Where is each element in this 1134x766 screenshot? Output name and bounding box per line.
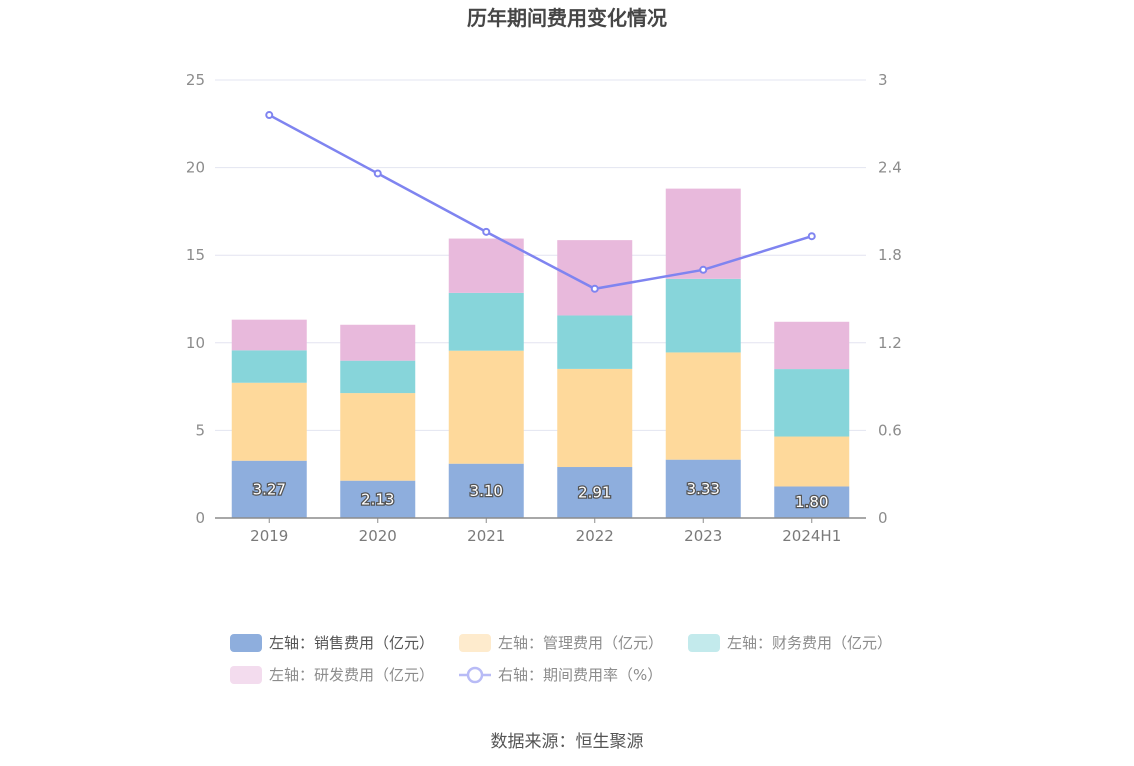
legend-rate[interactable]: 右轴：期间费用率（%）: [459, 666, 662, 684]
legend-label: 左轴：财务费用（亿元）: [727, 634, 892, 652]
rd-expense-bar[interactable]: [231, 319, 307, 351]
finance-expense-bar[interactable]: [665, 278, 741, 353]
sales-expense-bar[interactable]: [448, 463, 524, 518]
legend-label: 左轴：管理费用（亿元）: [498, 634, 663, 652]
sales-data-label: 3.10: [470, 482, 503, 500]
right-tick-label: 0.6: [878, 421, 902, 439]
legend-rd[interactable]: 左轴：研发费用（亿元）: [230, 666, 434, 684]
rd-expense-bar[interactable]: [448, 238, 524, 293]
finance-expense-bar[interactable]: [340, 360, 416, 394]
legend-circle-icon: [466, 666, 484, 684]
x-tick-label: 2024H1: [782, 527, 841, 545]
rd-expense-bar[interactable]: [774, 321, 850, 370]
rate-point[interactable]: [590, 284, 599, 293]
legend-sales[interactable]: 左轴：销售费用（亿元）: [230, 634, 434, 652]
finance-expense-bar[interactable]: [774, 369, 850, 437]
rate-point[interactable]: [807, 232, 816, 241]
sales-data-label: 1.80: [795, 493, 828, 511]
finance-expense-bar[interactable]: [557, 315, 633, 369]
sales-expense-bar[interactable]: [557, 467, 633, 518]
left-axis: 0 5 10 15 20 25: [186, 71, 205, 527]
x-tick-label: 2020: [359, 527, 397, 545]
right-tick-label: 0: [878, 509, 888, 527]
sales-expense-bar[interactable]: [665, 459, 741, 518]
rate-point[interactable]: [373, 169, 382, 178]
sales-expense-bar[interactable]: [774, 486, 850, 518]
right-tick-label: 1.2: [878, 334, 902, 352]
legend-label: 左轴：销售费用（亿元）: [269, 634, 434, 652]
legend-label: 左轴：研发费用（亿元）: [269, 666, 434, 684]
sales-expense-bar[interactable]: [231, 460, 307, 518]
legend-swatch: [688, 634, 720, 652]
chart-title: 历年期间费用变化情况: [467, 6, 667, 30]
sales-data-label: 3.27: [253, 480, 286, 498]
rd-expense-bar[interactable]: [665, 188, 741, 279]
right-axis: 0 0.6 1.2 1.8 2.4 3: [878, 71, 902, 527]
admin-expense-bar[interactable]: [774, 436, 850, 487]
left-tick-label: 15: [186, 246, 205, 264]
legend[interactable]: 左轴：销售费用（亿元） 左轴：管理费用（亿元） 左轴：财务费用（亿元） 左轴：研发费用…: [230, 634, 892, 684]
rate-line-path: [268, 113, 813, 291]
right-tick-label: 1.8: [878, 246, 902, 264]
x-tick-label: 2019: [250, 527, 288, 545]
left-tick-label: 20: [186, 159, 205, 177]
finance-expense-bar[interactable]: [448, 292, 524, 351]
legend-swatch: [230, 666, 262, 684]
legend-label: 右轴：期间费用率（%）: [498, 666, 662, 684]
left-tick-label: 25: [186, 71, 205, 89]
legend-admin[interactable]: 左轴：管理费用（亿元）: [459, 634, 663, 652]
sales-data-label: 2.13: [361, 490, 394, 508]
right-tick-label: 3: [878, 71, 888, 89]
sales-data-label: 2.91: [578, 484, 611, 502]
finance-expense-bar[interactable]: [231, 350, 307, 383]
right-tick-label: 2.4: [878, 159, 902, 177]
grid-lines: [215, 79, 866, 431]
x-tick-label: 2021: [467, 527, 505, 545]
left-tick-label: 0: [195, 509, 205, 527]
bar-stack-group: [231, 188, 850, 518]
left-tick-label: 10: [186, 334, 205, 352]
left-tick-label: 5: [195, 421, 205, 439]
admin-expense-bar[interactable]: [448, 350, 524, 464]
sales-data-label: 3.33: [687, 480, 720, 498]
rd-expense-bar[interactable]: [340, 324, 416, 361]
admin-expense-bar[interactable]: [231, 382, 307, 461]
legend-finance[interactable]: 左轴：财务费用（亿元）: [688, 634, 892, 652]
data-labels: 3.27 2.13 3.10 2.91 3.33 1.80: [251, 479, 829, 513]
admin-expense-bar[interactable]: [557, 368, 633, 468]
x-tick-label: 2022: [576, 527, 614, 545]
rate-point[interactable]: [482, 227, 491, 236]
sales-expense-bar[interactable]: [340, 480, 416, 518]
legend-swatch: [230, 634, 262, 652]
legend-swatch: [459, 634, 491, 652]
admin-expense-bar[interactable]: [665, 352, 741, 460]
expense-rate-line: [265, 111, 816, 293]
admin-expense-bar[interactable]: [340, 393, 416, 481]
x-axis: 2019 2020 2021 2022 2023 2024H1: [250, 518, 841, 545]
data-source: 数据来源：恒生聚源: [491, 732, 644, 752]
rate-point[interactable]: [699, 265, 708, 274]
x-tick-label: 2023: [684, 527, 722, 545]
rate-point[interactable]: [265, 111, 274, 120]
rd-expense-bar[interactable]: [557, 240, 633, 316]
